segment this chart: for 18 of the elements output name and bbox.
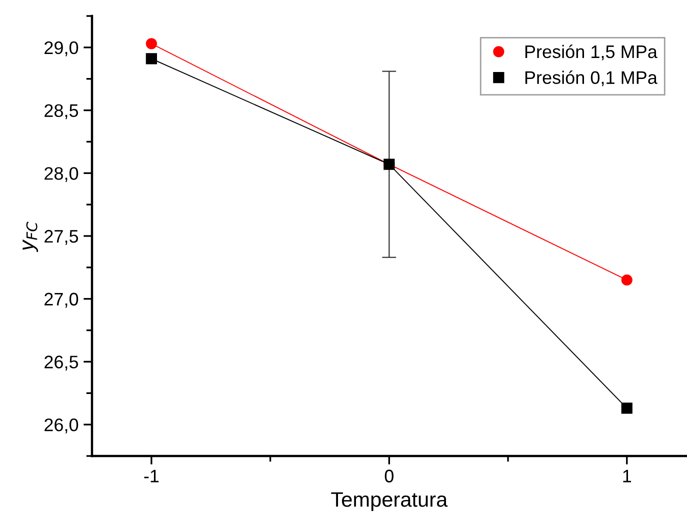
y-axis-title: y$_{FC}$ [22, 222, 38, 252]
x-tick-label: 1 [623, 470, 632, 482]
y-tick-label: 26,0 [44, 418, 78, 434]
point [146, 53, 157, 64]
y-tick-label: 27,0 [44, 292, 78, 308]
x-axis-title: Temperatura [331, 492, 448, 511]
x-tick-label: -1 [144, 470, 159, 482]
y-tick-label: 28,5 [44, 104, 78, 120]
legend-label: Presión 1,5 MPa [525, 44, 658, 60]
y-tick-label: 26,5 [44, 356, 78, 371]
y-tick-label: 29,0 [44, 41, 78, 56]
point [621, 402, 632, 414]
y-tick-label: 27,5 [44, 230, 78, 245]
y-tick-label: 28,0 [44, 167, 78, 182]
point [621, 274, 632, 286]
point [146, 38, 157, 50]
legend-label: Presión 0,1 MPa [525, 70, 658, 86]
x-tick-label: 0 [384, 470, 394, 482]
